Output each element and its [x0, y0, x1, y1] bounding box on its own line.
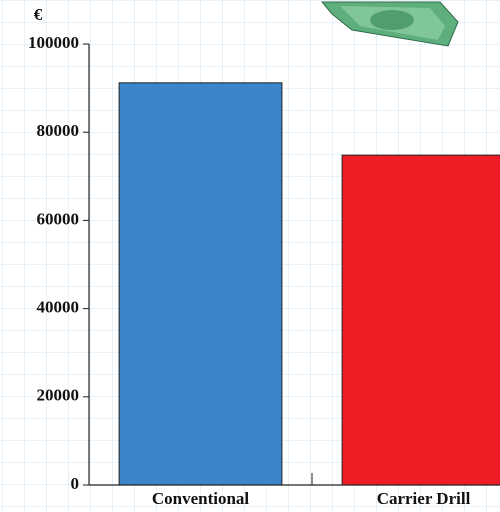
bar	[118, 82, 283, 486]
y-tick-label: 100000	[28, 33, 79, 52]
bar	[341, 154, 500, 486]
y-tick-label: 0	[71, 474, 80, 493]
money-icon	[320, 1, 459, 47]
y-unit-label: €	[34, 5, 43, 24]
y-tick-label: 20000	[37, 386, 80, 405]
y-tick-label: 40000	[37, 298, 80, 317]
y-tick-label: 80000	[37, 121, 80, 140]
y-tick-label: 60000	[37, 209, 80, 228]
x-tick-label: Carrier Drill	[377, 489, 471, 508]
x-tick-label: Conventional	[152, 489, 250, 508]
